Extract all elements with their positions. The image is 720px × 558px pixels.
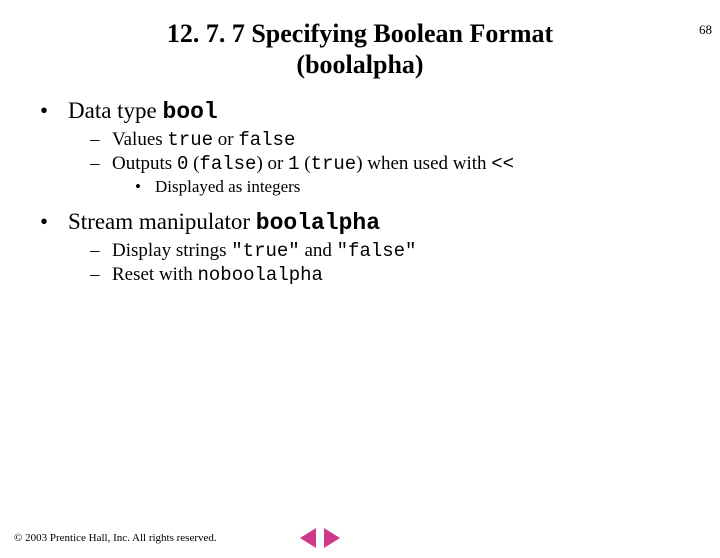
code-boolalpha: boolalpha (256, 210, 380, 236)
bullet-marker: • (135, 177, 155, 197)
code-true-str: "true" (231, 240, 299, 262)
code-bool: bool (163, 99, 218, 125)
code-0: 0 (177, 153, 188, 175)
text: Reset with (112, 264, 198, 285)
text: ) when used with (356, 153, 491, 174)
text: Displayed as integers (155, 177, 300, 197)
dash-marker: – (90, 264, 112, 286)
bullet-values: – Values true or false (90, 129, 690, 151)
dash-marker: – (90, 129, 112, 151)
text: Data type (68, 98, 163, 123)
text: ) or (256, 153, 288, 174)
bullet-display-strings: – Display strings "true" and "false" (90, 240, 690, 262)
code-false: false (238, 129, 295, 151)
dash-marker: – (90, 153, 112, 175)
text: Values (112, 129, 167, 150)
text: ( (188, 153, 199, 174)
copyright-footer: © 2003 Prentice Hall, Inc. All rights re… (14, 532, 217, 544)
code-shift: << (491, 153, 514, 175)
code-1: 1 (288, 153, 299, 175)
title-line-2: (boolalpha) (296, 50, 423, 79)
code-false-str: "false" (337, 240, 417, 262)
text: or (213, 129, 238, 150)
code-true: true (167, 129, 213, 151)
bullet-displayed-integers: • Displayed as integers (135, 177, 690, 197)
bullet-marker: • (40, 209, 68, 236)
code-false: false (199, 153, 256, 175)
prev-button[interactable] (300, 528, 316, 548)
code-true: true (311, 153, 357, 175)
bullet-reset: – Reset with noboolalpha (90, 264, 690, 286)
text: Outputs (112, 153, 177, 174)
slide-content: • Data type bool – Values true or false … (0, 98, 720, 286)
text: Stream manipulator (68, 209, 256, 234)
text: Display strings (112, 240, 231, 261)
page-number: 68 (699, 22, 712, 38)
nav-controls (300, 528, 340, 548)
slide-title: 12. 7. 7 Specifying Boolean Format (bool… (0, 18, 720, 80)
bullet-stream-manipulator: • Stream manipulator boolalpha (40, 209, 690, 236)
bullet-data-type-bool: • Data type bool (40, 98, 690, 125)
text: ( (300, 153, 311, 174)
bullet-outputs: – Outputs 0 (false) or 1 (true) when use… (90, 153, 690, 175)
title-line-1: 12. 7. 7 Specifying Boolean Format (167, 19, 553, 48)
bullet-marker: • (40, 98, 68, 125)
dash-marker: – (90, 240, 112, 262)
code-noboolalpha: noboolalpha (198, 264, 323, 286)
text: and (300, 240, 337, 261)
next-button[interactable] (324, 528, 340, 548)
